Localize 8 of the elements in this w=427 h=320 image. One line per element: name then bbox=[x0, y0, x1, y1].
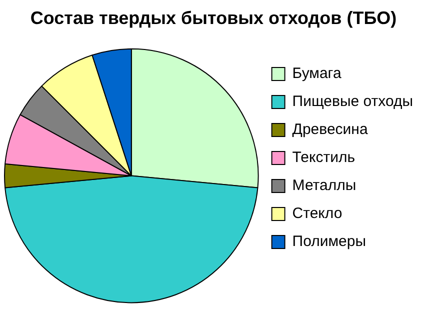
legend-label: Металлы bbox=[292, 177, 356, 194]
legend-label: Древесина bbox=[292, 121, 368, 138]
legend-label: Полимеры bbox=[292, 233, 366, 250]
legend-label: Пищевые отходы bbox=[292, 93, 414, 110]
legend-label: Текстиль bbox=[292, 149, 356, 166]
legend-label: Стекло bbox=[292, 205, 342, 222]
legend-label: Бумага bbox=[292, 65, 342, 82]
chart-title: Состав твердых бытовых отходов (ТБО) bbox=[30, 8, 397, 28]
